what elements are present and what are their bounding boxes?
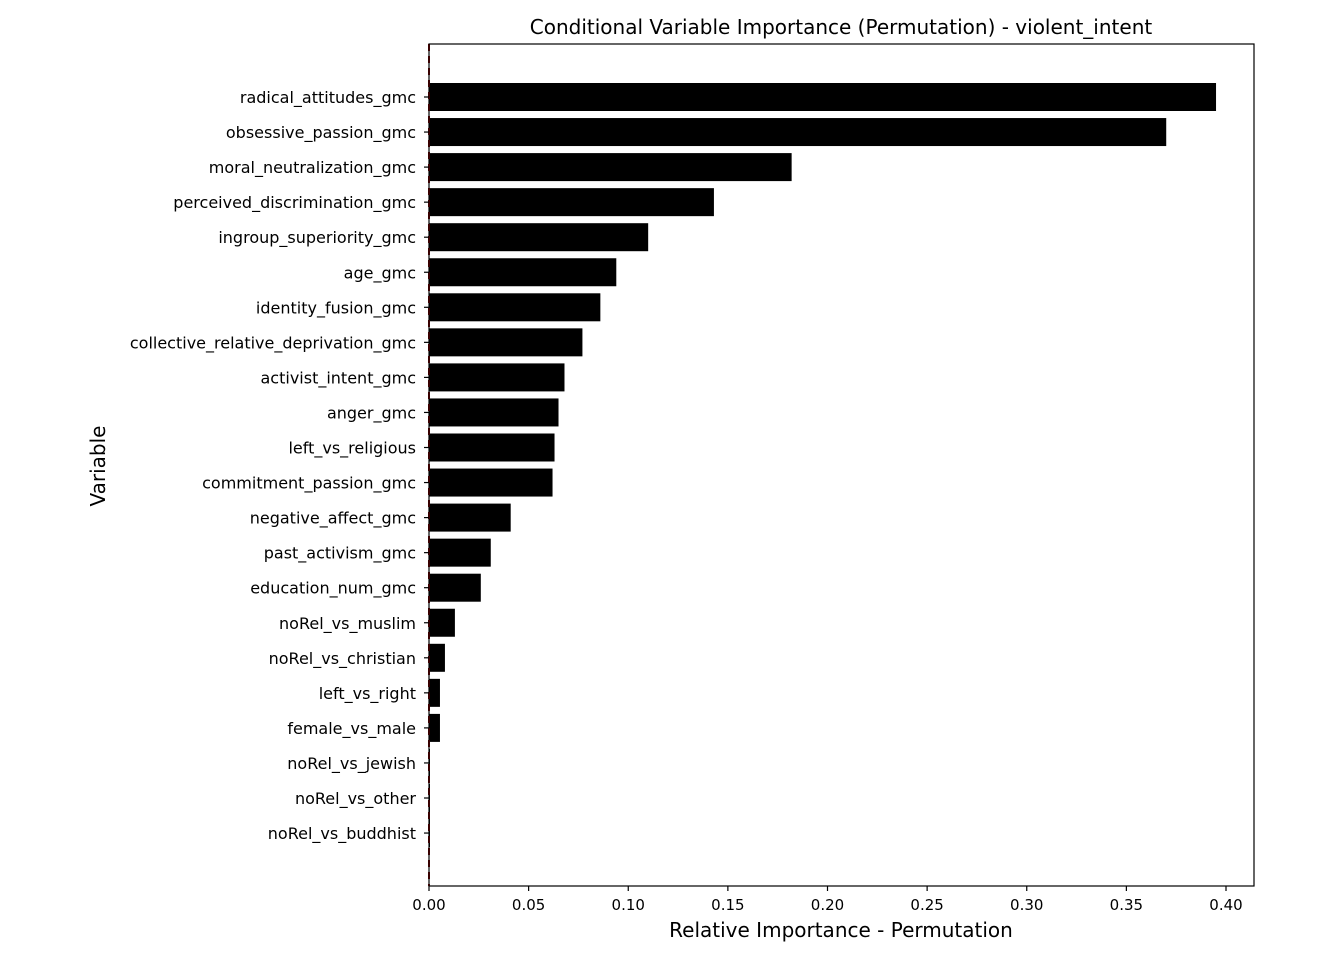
- y-tick-label: noRel_vs_jewish: [287, 754, 416, 774]
- x-tick-label: 0.40: [1209, 896, 1242, 914]
- bar: [429, 468, 553, 497]
- y-axis-ticks: radical_attitudes_gmc obsessive_passion_g…: [130, 88, 429, 844]
- y-tick-label: commitment_passion_gmc: [202, 474, 416, 494]
- bar: [429, 398, 559, 427]
- y-tick-label: female_vs_male: [287, 719, 416, 739]
- y-tick-label: left_vs_religious: [288, 439, 416, 459]
- y-tick-label: collective_relative_deprivation_gmc: [130, 333, 416, 353]
- y-tick-label: education_num_gmc: [250, 579, 416, 599]
- y-tick-label: moral_neutralization_gmc: [209, 158, 416, 178]
- y-tick-label: noRel_vs_muslim: [279, 614, 416, 634]
- y-tick-label: age_gmc: [344, 263, 416, 283]
- y-tick-label: anger_gmc: [327, 403, 416, 423]
- bar: [429, 153, 792, 182]
- bar: [429, 713, 440, 742]
- x-tick-label: 0.35: [1110, 896, 1143, 914]
- x-tick-label: 0.20: [811, 896, 844, 914]
- y-tick-label: ingroup_superiority_gmc: [218, 228, 416, 248]
- bar: [429, 328, 583, 357]
- x-axis-ticks: 0.00 0.05 0.10 0.15 0.20 0.25 0.30 0.35 0.40: [412, 886, 1243, 914]
- x-tick-label: 0.30: [1010, 896, 1043, 914]
- bar: [429, 83, 1217, 111]
- bar: [429, 503, 511, 532]
- x-tick-label: 0.00: [412, 896, 445, 914]
- x-tick-label: 0.25: [910, 896, 943, 914]
- y-tick-label: radical_attitudes_gmc: [240, 88, 416, 108]
- bar: [429, 433, 555, 462]
- bar: [429, 188, 714, 217]
- bar: [429, 293, 601, 322]
- bar: [429, 258, 617, 287]
- bars-layer: [429, 83, 1217, 848]
- bar: [429, 223, 649, 252]
- x-tick-label: 0.10: [612, 896, 645, 914]
- bar: [429, 608, 455, 637]
- y-tick-label: past_activism_gmc: [264, 544, 416, 564]
- y-tick-label: obsessive_passion_gmc: [226, 123, 416, 143]
- bar: [429, 573, 481, 602]
- x-tick-label: 0.05: [512, 896, 545, 914]
- y-tick-label: identity_fusion_gmc: [256, 298, 416, 318]
- y-tick-label: noRel_vs_buddhist: [268, 824, 416, 844]
- y-tick-label: perceived_discrimination_gmc: [173, 193, 416, 213]
- bar: [429, 643, 445, 672]
- bar: [429, 678, 440, 707]
- chart-title: Conditional Variable Importance (Permuta…: [530, 15, 1153, 39]
- y-tick-label: negative_affect_gmc: [250, 509, 416, 529]
- bar: [429, 118, 1167, 147]
- x-axis-title: Relative Importance - Permutation: [669, 918, 1013, 942]
- y-tick-label: noRel_vs_christian: [269, 649, 416, 669]
- y-axis-title: Variable: [86, 426, 110, 507]
- plot-frame: [428, 43, 1255, 887]
- x-tick-label: 0.15: [711, 896, 744, 914]
- y-tick-label: noRel_vs_other: [295, 789, 416, 809]
- y-tick-label: left_vs_right: [319, 684, 416, 704]
- bar: [429, 363, 565, 392]
- bar: [429, 538, 491, 567]
- y-tick-label: activist_intent_gmc: [261, 368, 417, 388]
